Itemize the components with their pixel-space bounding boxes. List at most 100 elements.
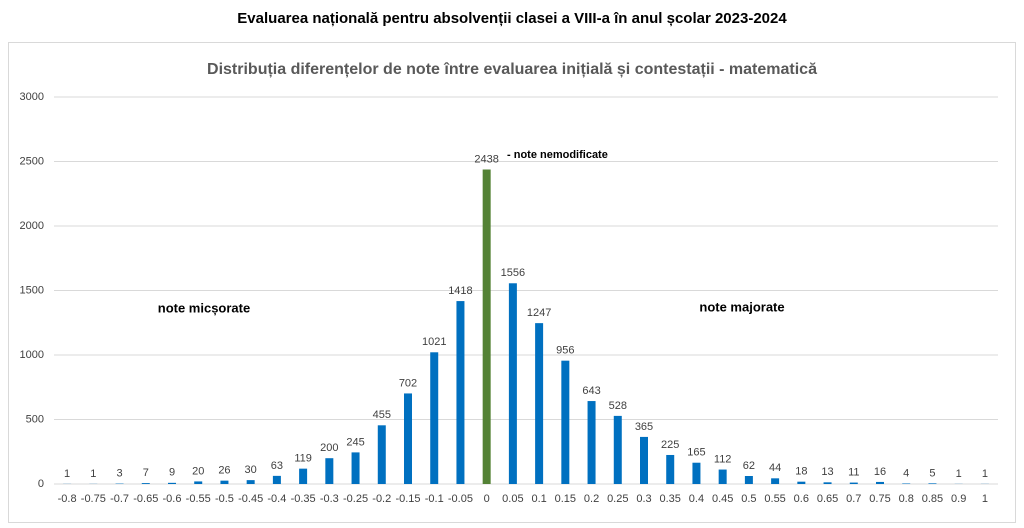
value-label: 643 xyxy=(582,385,600,397)
value-label: 44 xyxy=(769,462,781,474)
y-tick-label: 1000 xyxy=(20,349,44,361)
y-tick-label: 3000 xyxy=(20,91,44,103)
bar xyxy=(246,480,255,484)
value-label: 13 xyxy=(821,466,833,478)
value-label: 365 xyxy=(635,421,653,433)
x-tick-label: 0.65 xyxy=(817,493,838,505)
bar xyxy=(141,483,150,484)
x-tick-label: 0.35 xyxy=(660,493,681,505)
x-tick-label: 0.9 xyxy=(951,493,966,505)
annotation: - note nemodificate xyxy=(507,149,608,161)
value-label: 9 xyxy=(169,467,175,479)
page-title: Evaluarea națională pentru absolvenții c… xyxy=(237,10,787,27)
x-tick-label: -0.6 xyxy=(163,493,182,505)
x-tick-label: 0.75 xyxy=(869,493,890,505)
y-tick-label: 1500 xyxy=(20,284,44,296)
value-label: 225 xyxy=(661,439,679,451)
x-tick-label: 0.8 xyxy=(899,493,914,505)
bar xyxy=(272,475,281,484)
value-label: 30 xyxy=(245,464,257,476)
value-label: 3 xyxy=(116,468,122,480)
x-tick-label: 0.05 xyxy=(502,493,523,505)
y-tick-label: 500 xyxy=(26,413,44,425)
bar xyxy=(194,481,203,484)
x-tick-label: -0.5 xyxy=(215,493,234,505)
value-label: 11 xyxy=(848,466,859,478)
bar xyxy=(299,468,308,484)
bar xyxy=(718,469,727,484)
value-label: 1 xyxy=(64,468,70,480)
bar xyxy=(666,454,675,484)
value-label: 1556 xyxy=(501,267,525,279)
bar xyxy=(220,480,229,484)
y-tick-label: 2500 xyxy=(20,155,44,167)
value-label: 18 xyxy=(795,466,807,478)
bar xyxy=(587,401,596,484)
bar xyxy=(377,425,386,484)
x-tick-label: 0.25 xyxy=(607,493,628,505)
x-tick-label: 0.15 xyxy=(555,493,576,505)
bar xyxy=(797,481,806,484)
x-tick-label: -0.2 xyxy=(372,493,391,505)
value-label: 165 xyxy=(687,447,705,459)
x-tick-label: 0.2 xyxy=(584,493,599,505)
x-tick-label: -0.55 xyxy=(186,493,211,505)
value-label: 1 xyxy=(982,468,988,480)
value-label: 702 xyxy=(399,377,417,389)
bar xyxy=(640,436,648,484)
chart-frame xyxy=(8,42,1016,523)
value-label: 528 xyxy=(609,400,627,412)
x-tick-label: -0.65 xyxy=(133,493,158,505)
value-label: 1 xyxy=(956,468,962,480)
bar xyxy=(351,452,360,484)
bar xyxy=(508,283,517,484)
value-label: 245 xyxy=(346,436,364,448)
bar xyxy=(744,476,753,484)
x-tick-label: 1 xyxy=(982,493,988,505)
bar xyxy=(482,169,491,485)
value-label: 200 xyxy=(320,442,338,454)
y-tick-label: 0 xyxy=(38,478,44,490)
bar xyxy=(456,301,465,484)
value-label: 455 xyxy=(373,409,391,421)
value-label: 5 xyxy=(929,467,935,479)
x-tick-label: 0.6 xyxy=(794,493,809,505)
value-label: 2438 xyxy=(474,153,498,165)
x-tick-label: 0 xyxy=(484,493,490,505)
value-label: 62 xyxy=(743,460,755,472)
value-label: 63 xyxy=(271,460,283,472)
x-tick-label: -0.45 xyxy=(238,493,263,505)
x-tick-label: 0.4 xyxy=(689,493,704,505)
value-label: 1247 xyxy=(527,307,551,319)
bar xyxy=(613,415,622,484)
bar xyxy=(404,393,412,484)
value-label: 1418 xyxy=(448,285,472,297)
x-tick-label: -0.4 xyxy=(267,493,286,505)
y-tick-label: 2000 xyxy=(20,220,44,232)
bar xyxy=(430,352,439,484)
x-tick-label: -0.8 xyxy=(58,493,77,505)
value-label: 20 xyxy=(192,465,204,477)
x-tick-label: -0.3 xyxy=(320,493,339,505)
x-tick-label: 0.5 xyxy=(741,493,756,505)
bar xyxy=(928,483,937,484)
bar xyxy=(168,482,176,484)
x-tick-label: 0.7 xyxy=(846,493,861,505)
bar xyxy=(561,360,570,484)
x-tick-label: -0.7 xyxy=(110,493,129,505)
annotation: note micșorate xyxy=(158,300,250,315)
x-tick-label: -0.05 xyxy=(448,493,473,505)
value-label: 1021 xyxy=(422,336,446,348)
value-label: 7 xyxy=(143,467,149,479)
bar xyxy=(325,458,334,484)
x-tick-label: -0.25 xyxy=(343,493,368,505)
value-label: 956 xyxy=(556,345,574,357)
value-label: 112 xyxy=(714,453,732,465)
x-tick-label: -0.15 xyxy=(395,493,420,505)
bar xyxy=(692,462,701,484)
bar xyxy=(823,482,832,484)
bar xyxy=(771,478,780,484)
x-tick-label: 0.3 xyxy=(636,493,651,505)
chart-subtitle: Distribuția diferențelor de note între e… xyxy=(207,61,817,78)
